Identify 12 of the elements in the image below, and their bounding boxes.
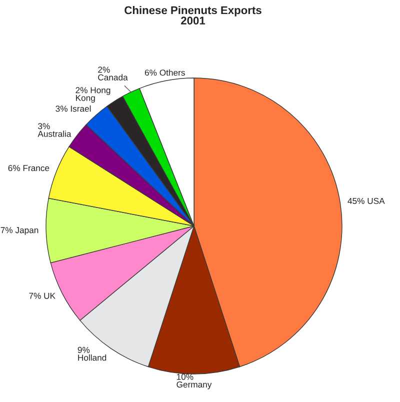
slice-label: 3% Israel [56, 105, 91, 112]
chart-title: Chinese Pinenuts Exports 2001 [124, 6, 262, 25]
slice-label: 45% USA [348, 198, 385, 204]
slice-label: 7% Japan [0, 227, 38, 235]
slice-label: 3% Australia [38, 123, 72, 137]
slice-label: 7% UK [29, 292, 56, 299]
slice-label: 6% France [8, 165, 50, 172]
slice-label: 10% Germany [176, 374, 212, 390]
slice-label: 9% Holland [78, 346, 106, 361]
slice-label: 6% Others [144, 69, 185, 76]
slice-label: 2% Hong Kong [76, 87, 110, 103]
slice-label: 2% Canada [98, 66, 128, 80]
